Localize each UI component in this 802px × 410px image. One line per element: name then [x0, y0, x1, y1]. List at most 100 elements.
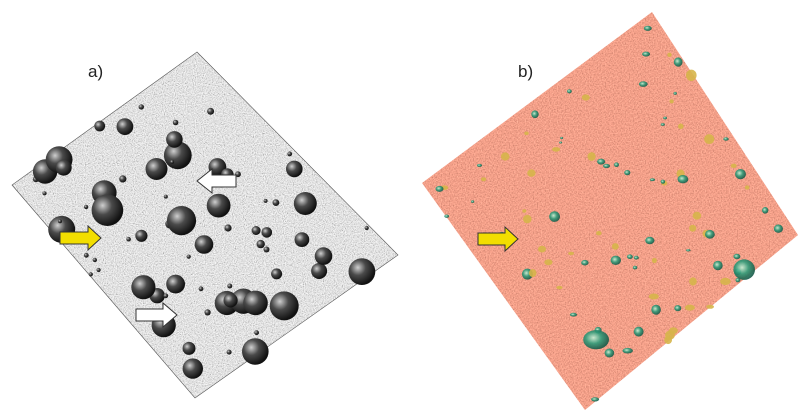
- particle-blob: [523, 214, 532, 224]
- particle-blob: [674, 305, 682, 312]
- particle-sphere: [311, 263, 328, 279]
- particle-sphere: [182, 358, 203, 379]
- particle-sphere: [207, 107, 215, 115]
- particle-blob: [669, 99, 674, 104]
- particle-blob: [735, 169, 746, 180]
- particle-sphere: [83, 204, 89, 210]
- panel-b-particles: [435, 25, 784, 402]
- particle-blob: [596, 231, 602, 236]
- panel-b-surface: [422, 12, 798, 410]
- particle-blob: [660, 123, 665, 126]
- particle-blob: [735, 278, 741, 283]
- particle-blob: [444, 214, 450, 218]
- particle-sphere: [204, 309, 211, 316]
- particle-sphere: [91, 194, 124, 226]
- particle-sphere: [166, 131, 183, 148]
- particle-blob: [627, 254, 633, 259]
- particle-sphere: [263, 198, 268, 203]
- particle-sphere: [126, 236, 131, 242]
- particle-blob: [632, 265, 638, 270]
- particle-sphere: [261, 227, 273, 238]
- particle-sphere: [293, 192, 317, 215]
- particle-blob: [538, 245, 546, 253]
- particle-sphere: [224, 224, 232, 232]
- particle-blob: [730, 163, 737, 168]
- particle-blob: [552, 147, 561, 152]
- panel-b-label: b): [518, 62, 534, 81]
- particle-sphere: [194, 235, 214, 254]
- particle-blob: [663, 116, 667, 120]
- particle-sphere: [186, 254, 191, 259]
- particle-sphere: [206, 193, 231, 218]
- particle-blob: [733, 253, 741, 260]
- particle-blob: [568, 251, 574, 256]
- particle-blob: [560, 136, 564, 140]
- particle-blob: [704, 134, 715, 145]
- particle-blob: [643, 25, 652, 31]
- arrow-yellow-left: [59, 224, 102, 252]
- particle-sphere: [226, 349, 232, 355]
- particle-blob: [649, 178, 656, 182]
- particle-sphere: [163, 293, 169, 299]
- particle-blob: [713, 260, 723, 271]
- panel-a-label: a): [88, 62, 104, 81]
- particle-blob: [471, 200, 475, 203]
- particle-blob: [667, 52, 672, 57]
- particle-blob: [692, 211, 702, 220]
- particle-blob: [581, 94, 590, 101]
- particle-blob: [689, 224, 697, 232]
- particle-blob: [587, 152, 596, 161]
- particle-blob: [569, 312, 578, 317]
- particle-blob: [581, 259, 589, 266]
- particle-blob: [744, 185, 750, 190]
- particle-blob: [645, 236, 655, 245]
- particle-sphere: [163, 194, 168, 199]
- particle-blob: [686, 69, 697, 82]
- particle-sphere: [251, 226, 261, 235]
- particle-blob: [549, 211, 560, 222]
- particle-blob: [648, 293, 659, 300]
- particle-blob: [677, 175, 689, 184]
- particle-sphere: [294, 232, 310, 248]
- particle-blob: [531, 110, 539, 119]
- particle-blob: [684, 304, 695, 311]
- particle-blob: [720, 277, 731, 285]
- particle-blob: [633, 326, 644, 337]
- particle-sphere: [254, 330, 259, 336]
- particle-blob: [773, 224, 784, 233]
- particle-blob: [705, 229, 715, 239]
- particle-sphere: [92, 257, 98, 263]
- particle-sphere: [263, 246, 270, 253]
- particle-blob: [591, 397, 600, 402]
- particle-sphere: [166, 206, 197, 236]
- particle-blob: [614, 162, 619, 167]
- particle-blob: [622, 347, 633, 354]
- panel-a-particles: [32, 104, 376, 379]
- particle-blob: [723, 137, 729, 141]
- arrow-yellow-right: [477, 225, 519, 253]
- particle-sphere: [166, 274, 186, 294]
- particle-blob: [544, 259, 553, 266]
- particle-blob: [476, 163, 483, 167]
- particle-sphere: [42, 191, 47, 196]
- particle-sphere: [198, 286, 204, 292]
- particle-blob: [567, 89, 572, 94]
- particle-sphere: [348, 258, 376, 285]
- particle-sphere: [138, 104, 144, 110]
- particle-blob: [638, 81, 648, 87]
- particle-blob: [481, 177, 487, 182]
- particle-sphere: [116, 118, 134, 135]
- particle-blob: [673, 91, 677, 95]
- particle-sphere: [287, 151, 293, 157]
- particle-sphere: [242, 338, 269, 365]
- particle-sphere: [145, 158, 168, 180]
- particle-sphere: [235, 171, 241, 178]
- particle-blob: [660, 179, 666, 184]
- particle-blob: [762, 207, 769, 214]
- particle-blob: [673, 57, 683, 67]
- particle-sphere: [256, 239, 265, 249]
- particle-sphere: [96, 267, 101, 273]
- particle-blob: [678, 123, 684, 130]
- arrow-white-bottom: [135, 301, 178, 329]
